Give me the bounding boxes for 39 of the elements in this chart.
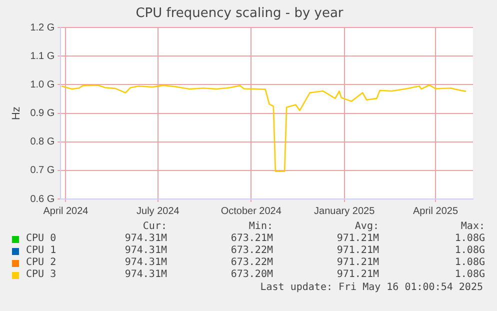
x-tick-label: April 2024 [43,206,89,217]
text: Cur: [142,221,167,233]
text: 974.31M [124,257,167,269]
chart-title: CPU frequency scaling - by year [136,6,344,22]
text: Avg: [354,221,379,233]
legend-label: CPU 2 [26,257,58,269]
y-tick-label: 1.2 G [30,22,55,34]
text: 974.31M [124,245,167,257]
x-tick-label: July 2024 [136,206,180,217]
text: 673.20M [230,269,273,281]
y-tick-label: 1.0 G [30,79,55,90]
text: 673.22M [230,245,273,257]
text: 971.21M [336,257,379,269]
y-axis-title: Hz [10,106,23,120]
text: 1.08G [454,233,485,245]
text: 974.31M [124,233,167,245]
text: 1.08G [454,245,485,257]
text: Last update: Fri May 16 01:00:54 2025 [260,282,483,294]
y-tick-label: 0.6 G [30,194,55,205]
legend-label: CPU 1 [26,245,58,257]
text: 971.21M [336,245,379,257]
text: 1.08G [454,257,485,269]
text: 974.31M [124,269,167,281]
text: Max: [460,221,485,233]
legend-label: CPU 3 [26,269,58,281]
y-tick-label: 0.8 G [30,136,55,148]
y-tick-label: 0.9 G [30,108,55,120]
text: 971.21M [336,269,379,281]
x-tick-label: April 2025 [413,206,458,217]
y-tick-label: 0.7 G [30,165,55,176]
y-tick-label: 1.1 G [30,50,55,62]
x-tick-label: October 2024 [220,206,282,217]
text: 971.21M [336,233,379,245]
text: 673.21M [230,233,273,245]
text: Min: [248,221,273,233]
legend-label: CPU 0 [26,233,58,245]
x-tick-label: January 2025 [314,206,376,217]
text: 673.22M [230,257,273,269]
text: 1.08G [454,269,485,281]
